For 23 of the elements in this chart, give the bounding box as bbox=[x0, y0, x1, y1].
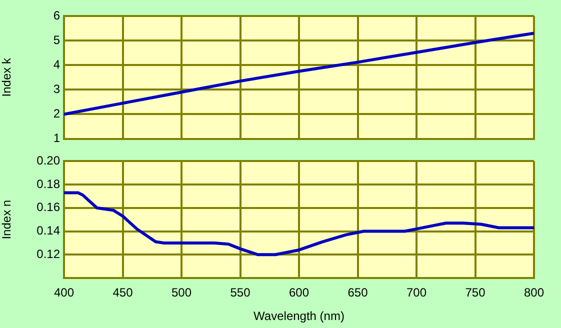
y-tick-label: 0.16 bbox=[36, 200, 60, 214]
y-tick-label: 4 bbox=[53, 57, 60, 72]
y-tick-label: 0.18 bbox=[36, 176, 60, 191]
x-tick-label: 650 bbox=[348, 286, 368, 300]
y-tick-label: 6 bbox=[53, 8, 60, 22]
y-tick-label: 1 bbox=[53, 131, 60, 146]
y-axis-title: Index n bbox=[0, 200, 14, 240]
x-tick-label: 450 bbox=[112, 286, 134, 300]
y-tick-label: 0.14 bbox=[36, 224, 60, 238]
y-axis-title: Index k bbox=[0, 57, 14, 97]
y-tick-label: 0.20 bbox=[36, 154, 60, 168]
x-tick-label: 700 bbox=[406, 286, 427, 300]
y-tick-label: 3 bbox=[53, 82, 60, 96]
x-tick-label: 400 bbox=[54, 286, 74, 300]
x-tick-label: 800 bbox=[524, 286, 544, 300]
x-tick-label: 600 bbox=[288, 286, 310, 300]
x-axis-title: Wavelength (nm) bbox=[254, 309, 344, 324]
x-tick-label: 550 bbox=[230, 286, 251, 300]
y-tick-label: 2 bbox=[53, 106, 60, 121]
x-tick-label: 500 bbox=[171, 286, 192, 300]
x-tick-label: 750 bbox=[465, 286, 486, 300]
y-tick-label: 5 bbox=[53, 32, 60, 47]
y-tick-label: 0.12 bbox=[36, 246, 60, 261]
